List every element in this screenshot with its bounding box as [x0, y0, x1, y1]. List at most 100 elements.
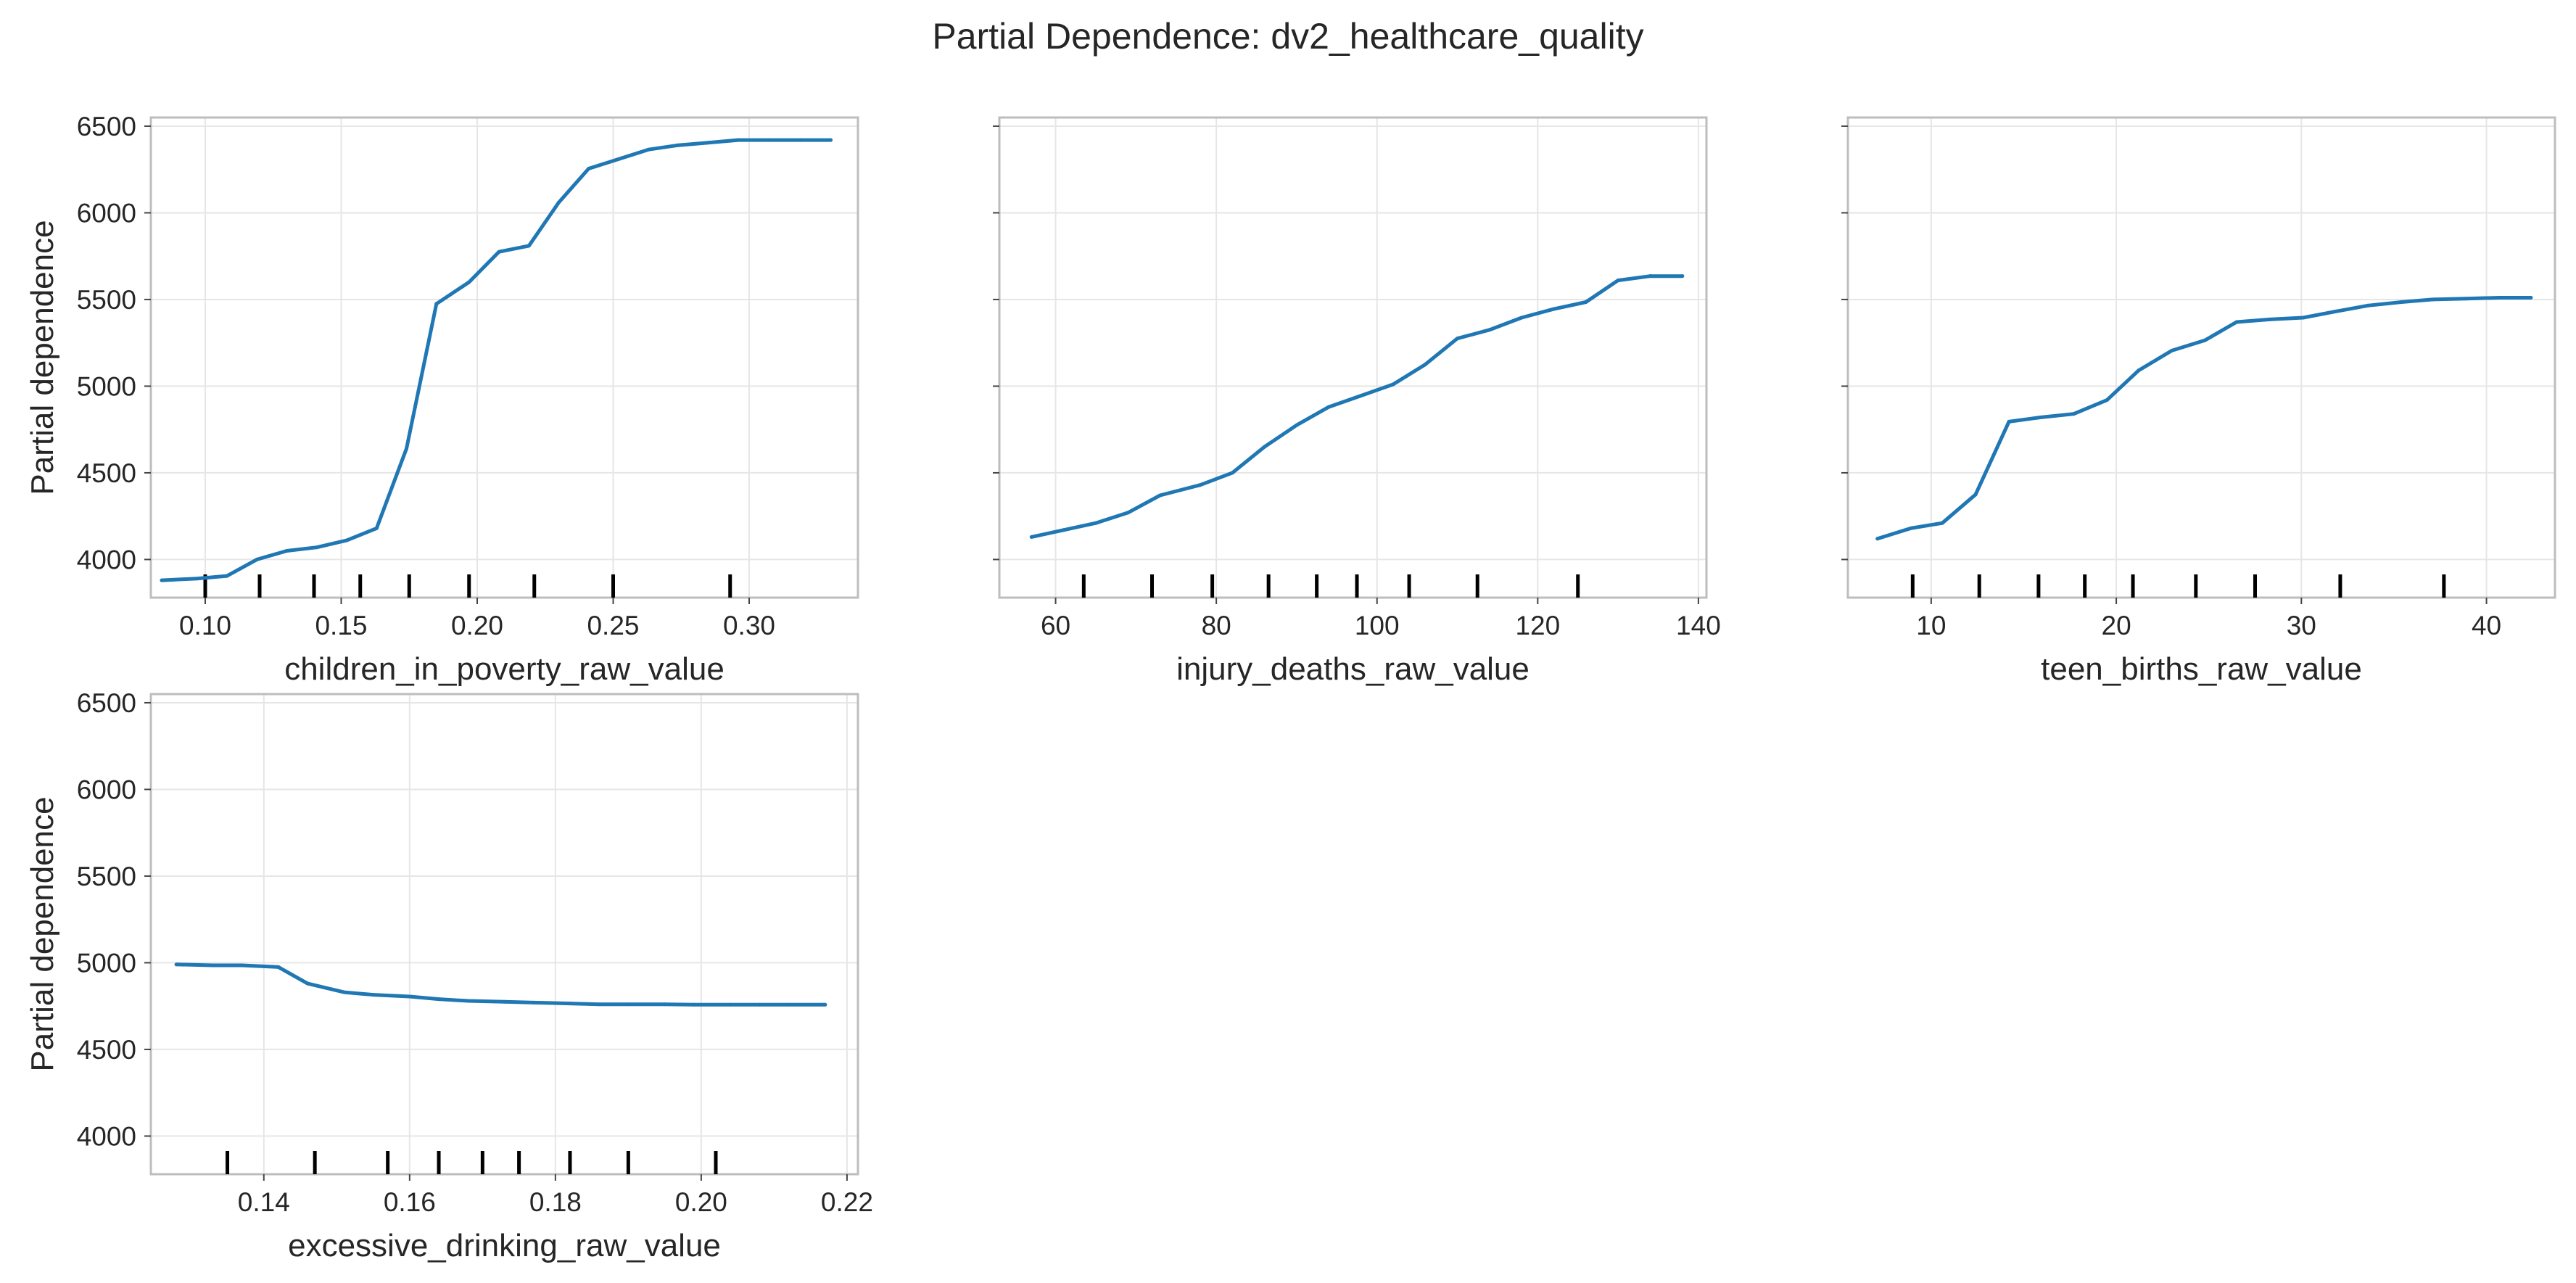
x-tick-label: 60 [1041, 611, 1070, 640]
x-tick-label: 0.22 [821, 1187, 873, 1217]
pd-point [568, 1002, 572, 1006]
pd-point [787, 1002, 791, 1007]
pd-point [466, 999, 470, 1003]
pd-point [532, 1000, 536, 1004]
figure-title: Partial Dependence: dv2_healthcare_quali… [932, 16, 1643, 57]
pd-point [2268, 317, 2272, 321]
pd-point [677, 143, 680, 147]
y-tick-label: 4500 [77, 1035, 136, 1065]
pd-point [195, 577, 199, 581]
pd-point [408, 994, 412, 999]
pd-point [174, 962, 178, 967]
x-tick-label: 0.18 [529, 1187, 582, 1217]
pd-point [240, 963, 244, 968]
pd-point [255, 557, 259, 561]
pd-point [2332, 310, 2337, 314]
x-tick-label: 0.20 [451, 611, 503, 640]
pd-point [1230, 471, 1234, 475]
y-tick-label: 4500 [77, 458, 136, 488]
pd-point [557, 200, 561, 205]
pd-point [2431, 297, 2435, 302]
pd-point [1062, 528, 1066, 532]
pd-point [1326, 405, 1331, 409]
pd-point [305, 981, 310, 986]
x-tick-label: 0.10 [179, 611, 231, 640]
pd-point [276, 965, 281, 969]
x-tick-label: 120 [1515, 611, 1560, 640]
pd-point [2071, 412, 2076, 416]
pd-subplot-1: 4000 4500 5000 5500 6000 6500 0.10 0.15 0.20 0.25… [25, 112, 859, 687]
pd-point [706, 141, 711, 145]
pd-point [1551, 307, 1556, 311]
pd-point [1875, 537, 1880, 541]
x-tick-label: 0.16 [384, 1187, 436, 1217]
pd-subplot-2: 60 80 100 120 140 injury_deaths_raw_value [993, 116, 1721, 687]
y-tick-label: 6500 [77, 112, 136, 141]
pd-point [1158, 493, 1163, 498]
pd-point [1295, 423, 1299, 427]
x-tick-label: 100 [1355, 611, 1400, 640]
pd-point [1648, 274, 1652, 279]
x-tick-label: 0.30 [723, 611, 775, 640]
x-tick-label: 40 [2472, 611, 2501, 640]
pd-point [225, 574, 229, 578]
pd-point [497, 249, 501, 254]
x-axis-label: injury_deaths_raw_value [1176, 651, 1530, 687]
pd-point [1456, 337, 1460, 341]
pd-point [2301, 315, 2305, 320]
pd-point [160, 578, 164, 582]
pd-point [371, 993, 376, 997]
pd-point [1359, 394, 1363, 398]
y-tick-label: 6000 [77, 775, 136, 804]
pd-subplot-4: 4000 4500 5000 5500 6000 6500 0.14 0.16 0.18 0.20… [25, 688, 873, 1263]
pd-point [2366, 303, 2370, 308]
pd-point [1487, 328, 1492, 332]
pd-point [1909, 526, 1913, 530]
x-tick-label: 10 [1916, 611, 1946, 640]
pd-point [597, 1002, 601, 1007]
pd-point [1680, 274, 1685, 279]
axes-frame [1846, 116, 2556, 599]
pd-point [798, 138, 803, 142]
y-axis-label: Partial dependence [25, 796, 60, 1071]
x-tick-label: 140 [1676, 611, 1721, 640]
pd-point [1126, 511, 1130, 515]
axes-frame [998, 116, 1708, 599]
pd-point [2007, 419, 2011, 424]
x-axis-label: children_in_poverty_raw_value [284, 651, 724, 687]
pd-point [437, 997, 441, 1002]
pd-point [757, 1002, 761, 1007]
pd-point [315, 545, 319, 550]
pd-point [467, 280, 471, 284]
x-tick-label: 20 [2102, 611, 2131, 640]
y-tick-label: 5000 [77, 948, 136, 978]
pd-point [1940, 521, 1944, 525]
pd-point [646, 147, 651, 152]
y-axis-label: Partial dependence [25, 220, 60, 495]
pd-point [1198, 483, 1202, 487]
pd-point [616, 157, 621, 161]
subplot-grid: 4000 4500 5000 5500 6000 6500 0.10 0.15 0.20 0.25… [25, 112, 2556, 1263]
pd-point [823, 1002, 827, 1007]
y-tick-label: 4000 [77, 545, 136, 574]
pd-point [2497, 296, 2501, 300]
pd-point [766, 138, 770, 142]
pd-point [829, 138, 833, 142]
pd-point [1519, 315, 1524, 320]
pd-point [405, 446, 408, 450]
pd-point [1029, 535, 1033, 539]
pd-point [2038, 415, 2042, 419]
pd-point [374, 526, 379, 530]
pd-point [210, 963, 215, 968]
pd-point [2529, 296, 2533, 300]
pd-point [503, 999, 506, 1004]
x-tick-label: 30 [2287, 611, 2316, 640]
pd-point [342, 990, 346, 994]
y-tick-label: 4000 [77, 1121, 136, 1151]
pd-point [2137, 368, 2141, 373]
y-tick-label: 5500 [77, 285, 136, 315]
y-tick-label: 6000 [77, 198, 136, 228]
pd-point [1616, 279, 1620, 283]
